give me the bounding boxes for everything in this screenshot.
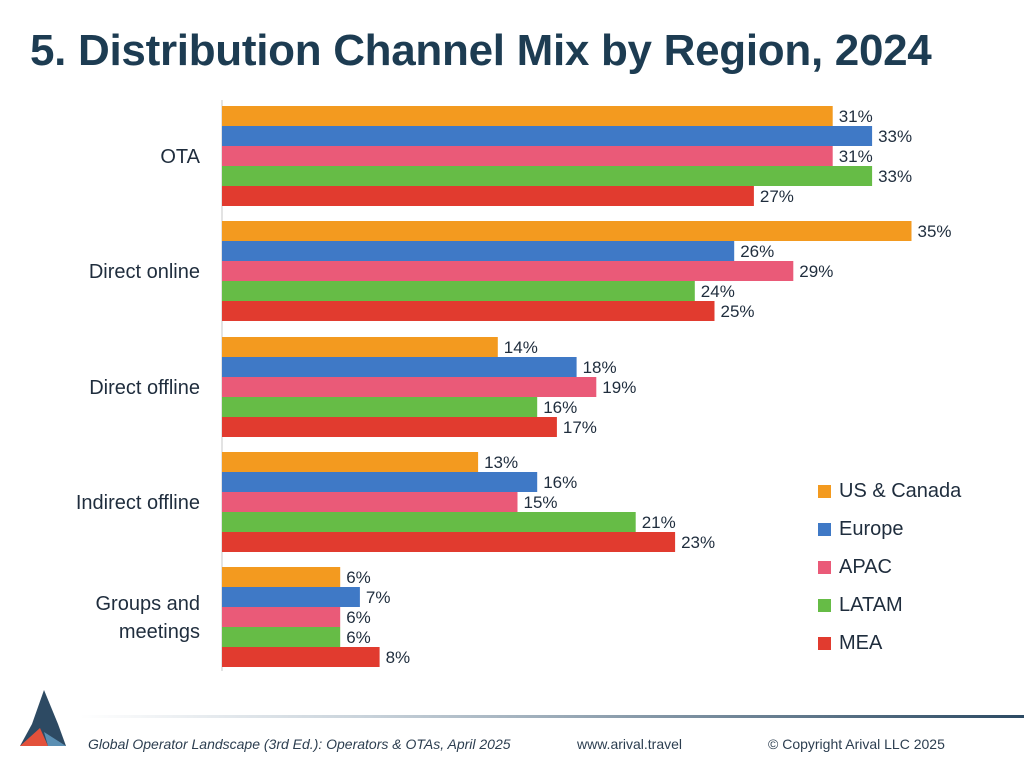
bar-value-label: 35%: [918, 222, 952, 241]
bar: [222, 452, 479, 472]
footer-source: Global Operator Landscape (3rd Ed.): Ope…: [88, 736, 511, 752]
legend-swatch-europe: [818, 522, 831, 536]
bar: [222, 532, 676, 552]
bar-value-label: 21%: [642, 513, 676, 532]
category-label: Direct online: [89, 261, 200, 283]
bar-value-label: 14%: [504, 338, 538, 357]
bar: [222, 397, 538, 417]
bar-value-label: 31%: [839, 147, 873, 166]
bar-value-label: 6%: [346, 628, 371, 647]
bar: [222, 357, 577, 377]
bar-value-label: 29%: [799, 262, 833, 281]
bar: [222, 221, 912, 241]
bar: [222, 417, 557, 437]
bar: [222, 126, 873, 146]
legend-swatch-us-canada: [818, 484, 831, 498]
category-label: Direct offline: [89, 377, 200, 399]
bar-value-label: 16%: [543, 473, 577, 492]
bar: [222, 472, 538, 492]
bar: [222, 301, 715, 321]
bar-value-label: 16%: [543, 398, 577, 417]
bar-value-label: 24%: [701, 282, 735, 301]
legend-label-latam: LATAM: [839, 593, 903, 616]
bar: [222, 166, 873, 186]
bar-value-label: 26%: [740, 242, 774, 261]
bar: [222, 587, 360, 607]
bar: [222, 281, 695, 301]
bar-value-label: 33%: [878, 127, 912, 146]
legend-item-latam: LATAM: [818, 586, 961, 624]
bar-value-label: 6%: [346, 568, 371, 587]
bar: [222, 512, 636, 532]
bar: [222, 627, 341, 647]
arival-logo-icon: [20, 690, 66, 746]
bar-value-label: 19%: [602, 378, 636, 397]
bar-chart: OTA 31% 33% 31% 33% 27% Direct online 35% 26% 29%…: [76, 100, 952, 671]
bar: [222, 241, 735, 261]
legend-swatch-latam: [818, 598, 831, 612]
bar: [222, 567, 341, 587]
bar: [222, 186, 754, 206]
bar: [222, 106, 833, 126]
bar-value-label: 6%: [346, 608, 371, 627]
bar-value-label: 31%: [839, 107, 873, 126]
bar-value-label: 15%: [524, 493, 558, 512]
category-label: Groups and meetings: [95, 593, 200, 643]
category-label: Indirect offline: [76, 492, 200, 514]
legend-swatch-mea: [818, 636, 831, 650]
bar-value-label: 25%: [721, 302, 755, 321]
footer-website-link[interactable]: www.arival.travel: [577, 736, 683, 752]
bar-value-label: 7%: [366, 588, 391, 607]
bar-value-label: 18%: [583, 358, 617, 377]
legend-item-europe: Europe: [818, 510, 961, 548]
footer-divider: [80, 715, 1024, 718]
category-label: OTA: [160, 146, 200, 168]
bar-value-label: 23%: [681, 533, 715, 552]
bar: [222, 146, 833, 166]
legend-item-mea: MEA: [818, 624, 961, 662]
bar-value-label: 13%: [484, 453, 518, 472]
legend-swatch-apac: [818, 560, 831, 574]
legend: US & Canada Europe APAC LATAM MEA: [818, 472, 961, 662]
bar: [222, 377, 597, 397]
legend-label-us-canada: US & Canada: [839, 479, 962, 502]
legend-label-europe: Europe: [839, 517, 904, 540]
bar: [222, 647, 380, 667]
bar-value-label: 17%: [563, 418, 597, 437]
bar: [222, 261, 794, 281]
bar: [222, 492, 518, 512]
bar-value-label: 8%: [386, 648, 411, 667]
legend-label-apac: APAC: [839, 555, 892, 578]
legend-label-mea: MEA: [839, 631, 883, 654]
bar: [222, 337, 498, 357]
footer-copyright: © Copyright Arival LLC 2025: [768, 736, 945, 752]
chart-title: 5. Distribution Channel Mix by Region, 2…: [30, 26, 932, 75]
legend-item-us-canada: US & Canada: [818, 472, 961, 510]
bar-value-label: 33%: [878, 167, 912, 186]
legend-item-apac: APAC: [818, 548, 961, 586]
bar: [222, 607, 341, 627]
bar-value-label: 27%: [760, 187, 794, 206]
